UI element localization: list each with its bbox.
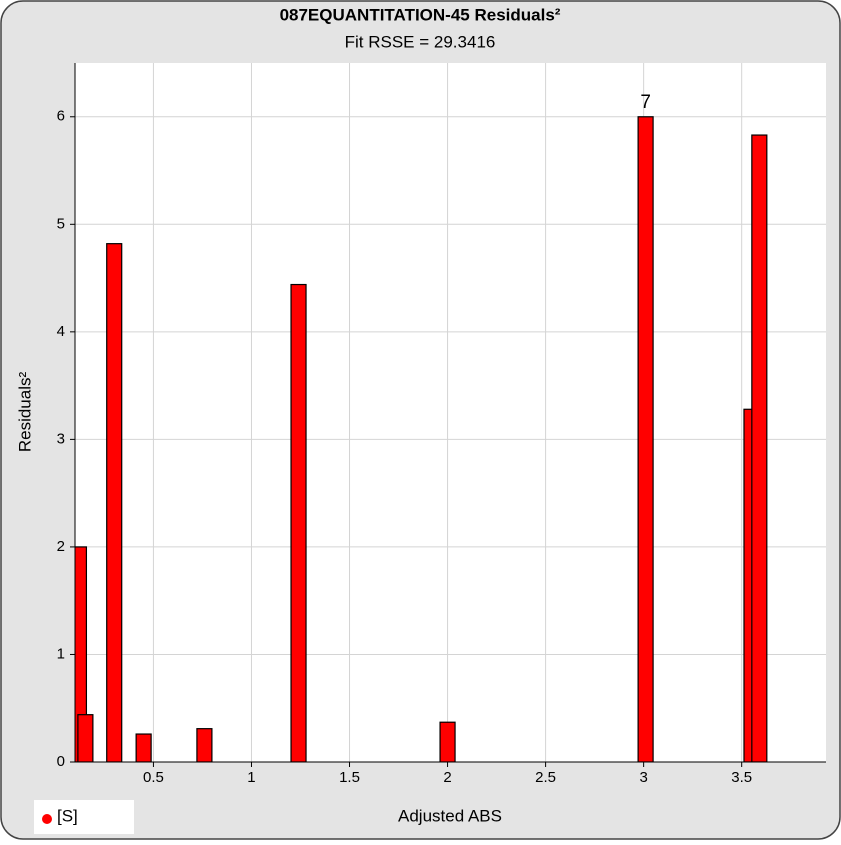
bar [637,116,654,762]
x-axis-label: Adjusted ABS [398,806,502,825]
x-tick-label: 3.5 [731,769,752,786]
bar [77,714,94,762]
y-tick-label: 4 [57,323,65,340]
bar [290,283,307,762]
x-tick-label: 2.5 [535,769,556,786]
x-tick-label: 1.5 [339,769,360,786]
y-tick-label: 1 [57,645,65,662]
legend-label: [S] [57,806,78,825]
bar [196,728,213,762]
point-label: 7 [640,92,651,113]
x-tick-label: 3 [639,769,647,786]
bar [751,134,768,762]
x-tick-label: 2 [443,769,451,786]
y-tick-label: 3 [57,430,65,447]
plot-area [75,63,826,762]
chart-subtitle: Fit RSSE = 29.3416 [345,32,496,51]
y-tick-label: 2 [57,538,65,555]
bar [106,243,123,762]
y-axis-label: Residuals² [15,372,34,453]
bar [135,733,152,762]
bars [75,116,768,762]
x-tick-label: 0.5 [143,769,164,786]
chart-title: 087EQUANTITATION-45 Residuals² [280,5,561,24]
bar [439,721,456,762]
y-tick-label: 0 [57,753,65,770]
y-tick-label: 6 [57,108,65,125]
grid [75,63,826,763]
legend-marker [42,814,52,824]
bar [75,546,88,762]
x-tick-label: 1 [247,769,255,786]
y-tick-label: 5 [57,215,65,232]
